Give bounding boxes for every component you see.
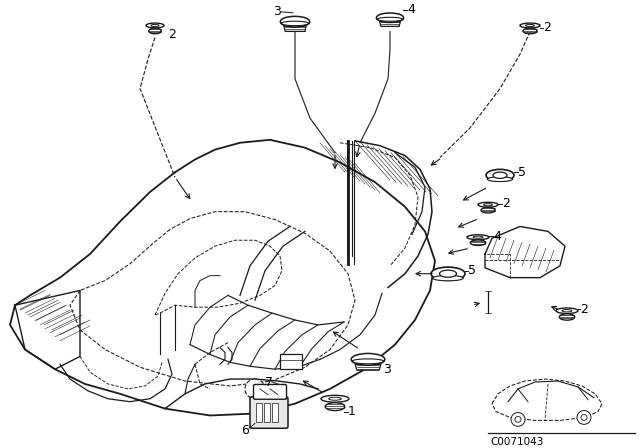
Text: 7: 7: [265, 375, 273, 388]
Ellipse shape: [525, 25, 534, 26]
Ellipse shape: [478, 202, 498, 207]
Bar: [272, 403, 278, 422]
FancyBboxPatch shape: [250, 397, 288, 428]
Bar: [264, 403, 270, 422]
Ellipse shape: [146, 23, 164, 28]
Bar: [256, 403, 262, 422]
Ellipse shape: [321, 395, 349, 402]
Ellipse shape: [470, 240, 486, 246]
Text: C0071043: C0071043: [490, 437, 543, 447]
Circle shape: [577, 410, 591, 424]
Polygon shape: [284, 26, 306, 31]
Ellipse shape: [520, 23, 540, 28]
Text: 4: 4: [493, 230, 501, 243]
Ellipse shape: [481, 207, 495, 213]
Ellipse shape: [562, 310, 572, 312]
Ellipse shape: [483, 204, 493, 206]
Bar: [280, 354, 302, 369]
Ellipse shape: [329, 397, 341, 400]
Ellipse shape: [486, 169, 514, 181]
Text: 6: 6: [241, 424, 249, 437]
Text: 4: 4: [407, 3, 415, 16]
Polygon shape: [355, 364, 381, 370]
Text: 2: 2: [502, 197, 510, 210]
Ellipse shape: [559, 314, 575, 320]
Polygon shape: [380, 22, 401, 26]
Ellipse shape: [351, 353, 385, 365]
Ellipse shape: [433, 276, 463, 281]
Ellipse shape: [376, 13, 404, 22]
Ellipse shape: [431, 267, 465, 280]
Ellipse shape: [467, 235, 489, 240]
Text: 3: 3: [383, 363, 391, 376]
Text: 5: 5: [518, 166, 526, 179]
Ellipse shape: [151, 25, 159, 26]
Ellipse shape: [488, 177, 513, 181]
Ellipse shape: [523, 28, 537, 34]
Text: 2: 2: [168, 28, 176, 41]
Circle shape: [511, 413, 525, 426]
Circle shape: [245, 379, 265, 399]
Circle shape: [581, 414, 587, 420]
FancyBboxPatch shape: [253, 384, 287, 399]
Text: 2: 2: [543, 21, 551, 34]
Ellipse shape: [325, 403, 345, 410]
Text: 2: 2: [580, 303, 588, 316]
Text: 1: 1: [348, 405, 356, 418]
Ellipse shape: [148, 28, 161, 34]
Ellipse shape: [556, 308, 578, 314]
Ellipse shape: [280, 16, 310, 27]
Ellipse shape: [493, 172, 507, 178]
Text: 5: 5: [468, 264, 476, 277]
Ellipse shape: [473, 236, 483, 238]
Circle shape: [515, 417, 521, 422]
Ellipse shape: [440, 270, 456, 277]
Text: 3: 3: [273, 5, 281, 18]
